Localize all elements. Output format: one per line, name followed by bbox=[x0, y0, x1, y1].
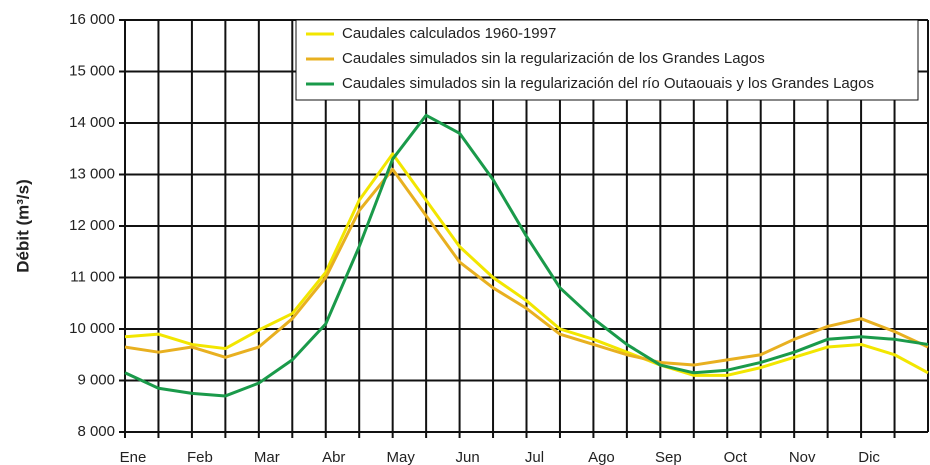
y-tick-label: 10 000 bbox=[69, 320, 115, 337]
x-tick-label: Abr bbox=[322, 449, 345, 465]
y-tick-label: 16 000 bbox=[69, 11, 115, 28]
data-line bbox=[124, 167, 929, 367]
x-tick-label: Nov bbox=[789, 449, 816, 465]
legend: Caudales calculados 1960-1997 Caudales si… bbox=[295, 19, 919, 101]
y-tick-label: 8 000 bbox=[77, 423, 115, 440]
x-tick-label: Jul bbox=[525, 449, 544, 465]
x-tick-label: Sep bbox=[655, 449, 682, 465]
legend-label: Caudales simulados sin la regularización… bbox=[342, 50, 765, 67]
y-tick-label: 12 000 bbox=[69, 217, 115, 234]
legend-box bbox=[295, 19, 919, 101]
data-line bbox=[124, 113, 929, 398]
legend-label: Caudales calculados 1960-1997 bbox=[342, 25, 556, 42]
x-tick-label: Ago bbox=[588, 449, 615, 465]
x-tick-label: Ene bbox=[120, 449, 147, 465]
data-line bbox=[124, 152, 929, 377]
y-tick-label: 15 000 bbox=[69, 62, 115, 79]
x-tick-label: Oct bbox=[724, 449, 748, 465]
y-tick-label: 9 000 bbox=[77, 371, 115, 388]
x-tick-label: Mar bbox=[254, 449, 280, 465]
x-tick-label: Dic bbox=[858, 449, 880, 465]
y-tick-label: 13 000 bbox=[69, 165, 115, 182]
y-tick-label: 11 000 bbox=[70, 268, 115, 285]
x-tick-label: May bbox=[386, 449, 415, 465]
y-tick-label: 14 000 bbox=[69, 114, 115, 131]
legend-label: Caudales simulados sin la regularización… bbox=[342, 75, 874, 92]
x-tick-label: Feb bbox=[187, 449, 213, 465]
y-axis-label: Débit (m³/s) bbox=[13, 179, 32, 273]
x-tick-label: Jun bbox=[455, 449, 479, 465]
